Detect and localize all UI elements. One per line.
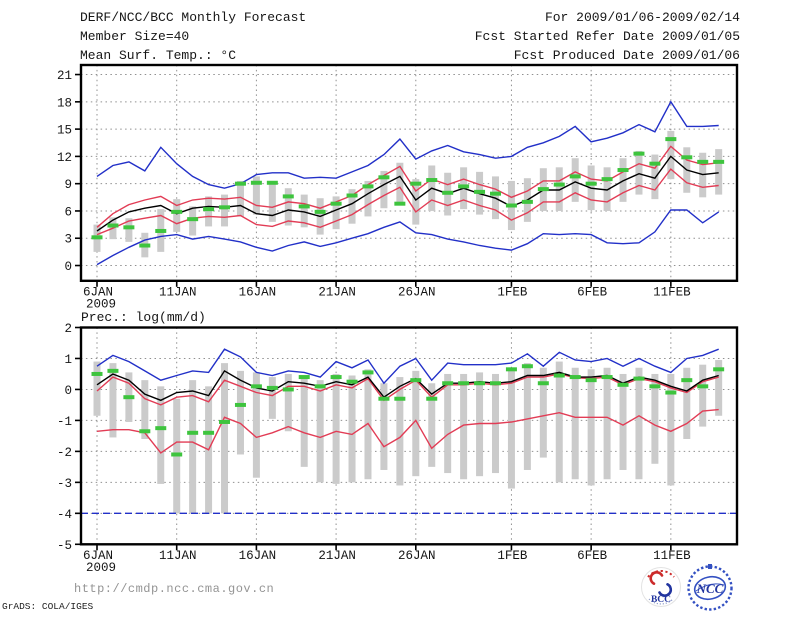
precipitation-chart-ensemble-mean	[96, 369, 719, 402]
temperature-chart-control-marker	[91, 137, 725, 248]
svg-text:9: 9	[64, 178, 72, 192]
svg-text:11FEB: 11FEB	[653, 286, 691, 300]
svg-text:11JAN: 11JAN	[159, 286, 197, 300]
ncc-logo-top-ornament	[708, 564, 712, 569]
svg-text:15: 15	[57, 124, 72, 138]
source-url: http://cmdp.ncc.cma.gov.cn	[74, 582, 275, 596]
svg-text:11JAN: 11JAN	[159, 549, 197, 563]
fcst-started-label: Fcst Started Refer Date 2009/01/05	[474, 29, 740, 44]
bcc-logo-top-characters	[647, 570, 675, 578]
bcc-logo-text: BCC	[651, 595, 671, 605]
svg-text:-3: -3	[57, 477, 72, 491]
precipitation-chart-lower-quartile	[96, 408, 719, 454]
ncc-logo-globe	[693, 575, 727, 601]
svg-text:21JAN: 21JAN	[318, 549, 356, 563]
svg-text:11FEB: 11FEB	[653, 549, 691, 563]
svg-text:6JAN: 6JAN	[83, 549, 113, 563]
page-title: DERF/NCC/BCC Monthly Forecast	[80, 10, 307, 25]
fcst-produced-label: Fcst Produced Date 2009/01/06	[513, 48, 740, 63]
temperature-chart-upper-quartile	[96, 145, 719, 228]
forecast-range-label: For 2009/01/06-2009/02/14	[544, 10, 740, 25]
member-size-label: Member Size=40	[80, 29, 190, 44]
svg-text:18: 18	[57, 96, 72, 110]
ncc-logo-text: NCC	[696, 581, 724, 596]
svg-text:16JAN: 16JAN	[239, 549, 277, 563]
bcc-logo: BCC	[641, 567, 681, 607]
svg-text:16JAN: 16JAN	[239, 286, 277, 300]
svg-text:1FEB: 1FEB	[497, 286, 528, 300]
svg-text:6FEB: 6FEB	[577, 286, 608, 300]
ncc-logo-meridian	[695, 583, 725, 592]
svg-text:0: 0	[64, 384, 72, 398]
svg-text:-2: -2	[57, 446, 72, 460]
bcc-logo-bottom-text-arc	[648, 598, 674, 605]
svg-text:1FEB: 1FEB	[497, 549, 528, 563]
temperature-chart-lower-quartile	[96, 168, 719, 236]
svg-text:6FEB: 6FEB	[577, 549, 608, 563]
temperature-chart-ensemble-mean	[96, 155, 719, 232]
svg-text:26JAN: 26JAN	[398, 286, 436, 300]
bcc-logo-blue-swirl	[658, 583, 673, 597]
svg-text:21: 21	[57, 69, 72, 83]
svg-text:6: 6	[64, 205, 72, 219]
svg-text:3: 3	[64, 233, 72, 247]
ncc-logo: NCC	[687, 564, 733, 611]
precipitation-chart-ensemble-max	[96, 348, 719, 385]
temperature-chart-ensemble-min	[96, 209, 720, 266]
svg-text:-4: -4	[57, 508, 72, 522]
precipitation-chart-upper-quartile	[96, 373, 719, 406]
temp-panel-title: Mean Surf. Temp.: °C	[80, 48, 237, 63]
svg-text:1: 1	[64, 353, 72, 367]
svg-text:26JAN: 26JAN	[398, 549, 436, 563]
svg-text:6JAN: 6JAN	[83, 286, 113, 300]
temperature-chart-ensemble-max	[96, 100, 719, 189]
svg-text:12: 12	[57, 151, 72, 165]
precip-panel-title: Prec.: log(mm/d)	[81, 310, 206, 325]
svg-text:2009: 2009	[86, 561, 116, 575]
precipitation-chart-control-marker	[91, 364, 725, 457]
svg-text:21JAN: 21JAN	[318, 286, 356, 300]
svg-text:0: 0	[64, 260, 72, 274]
bcc-logo-red-swirl	[649, 571, 664, 585]
svg-text:2: 2	[64, 322, 72, 336]
ncc-logo-wreath	[687, 565, 733, 611]
svg-text:2009: 2009	[86, 298, 116, 312]
grads-credit: GrADS: COLA/IGES	[2, 601, 94, 612]
svg-text:-1: -1	[57, 415, 72, 429]
svg-text:-5: -5	[57, 539, 72, 553]
